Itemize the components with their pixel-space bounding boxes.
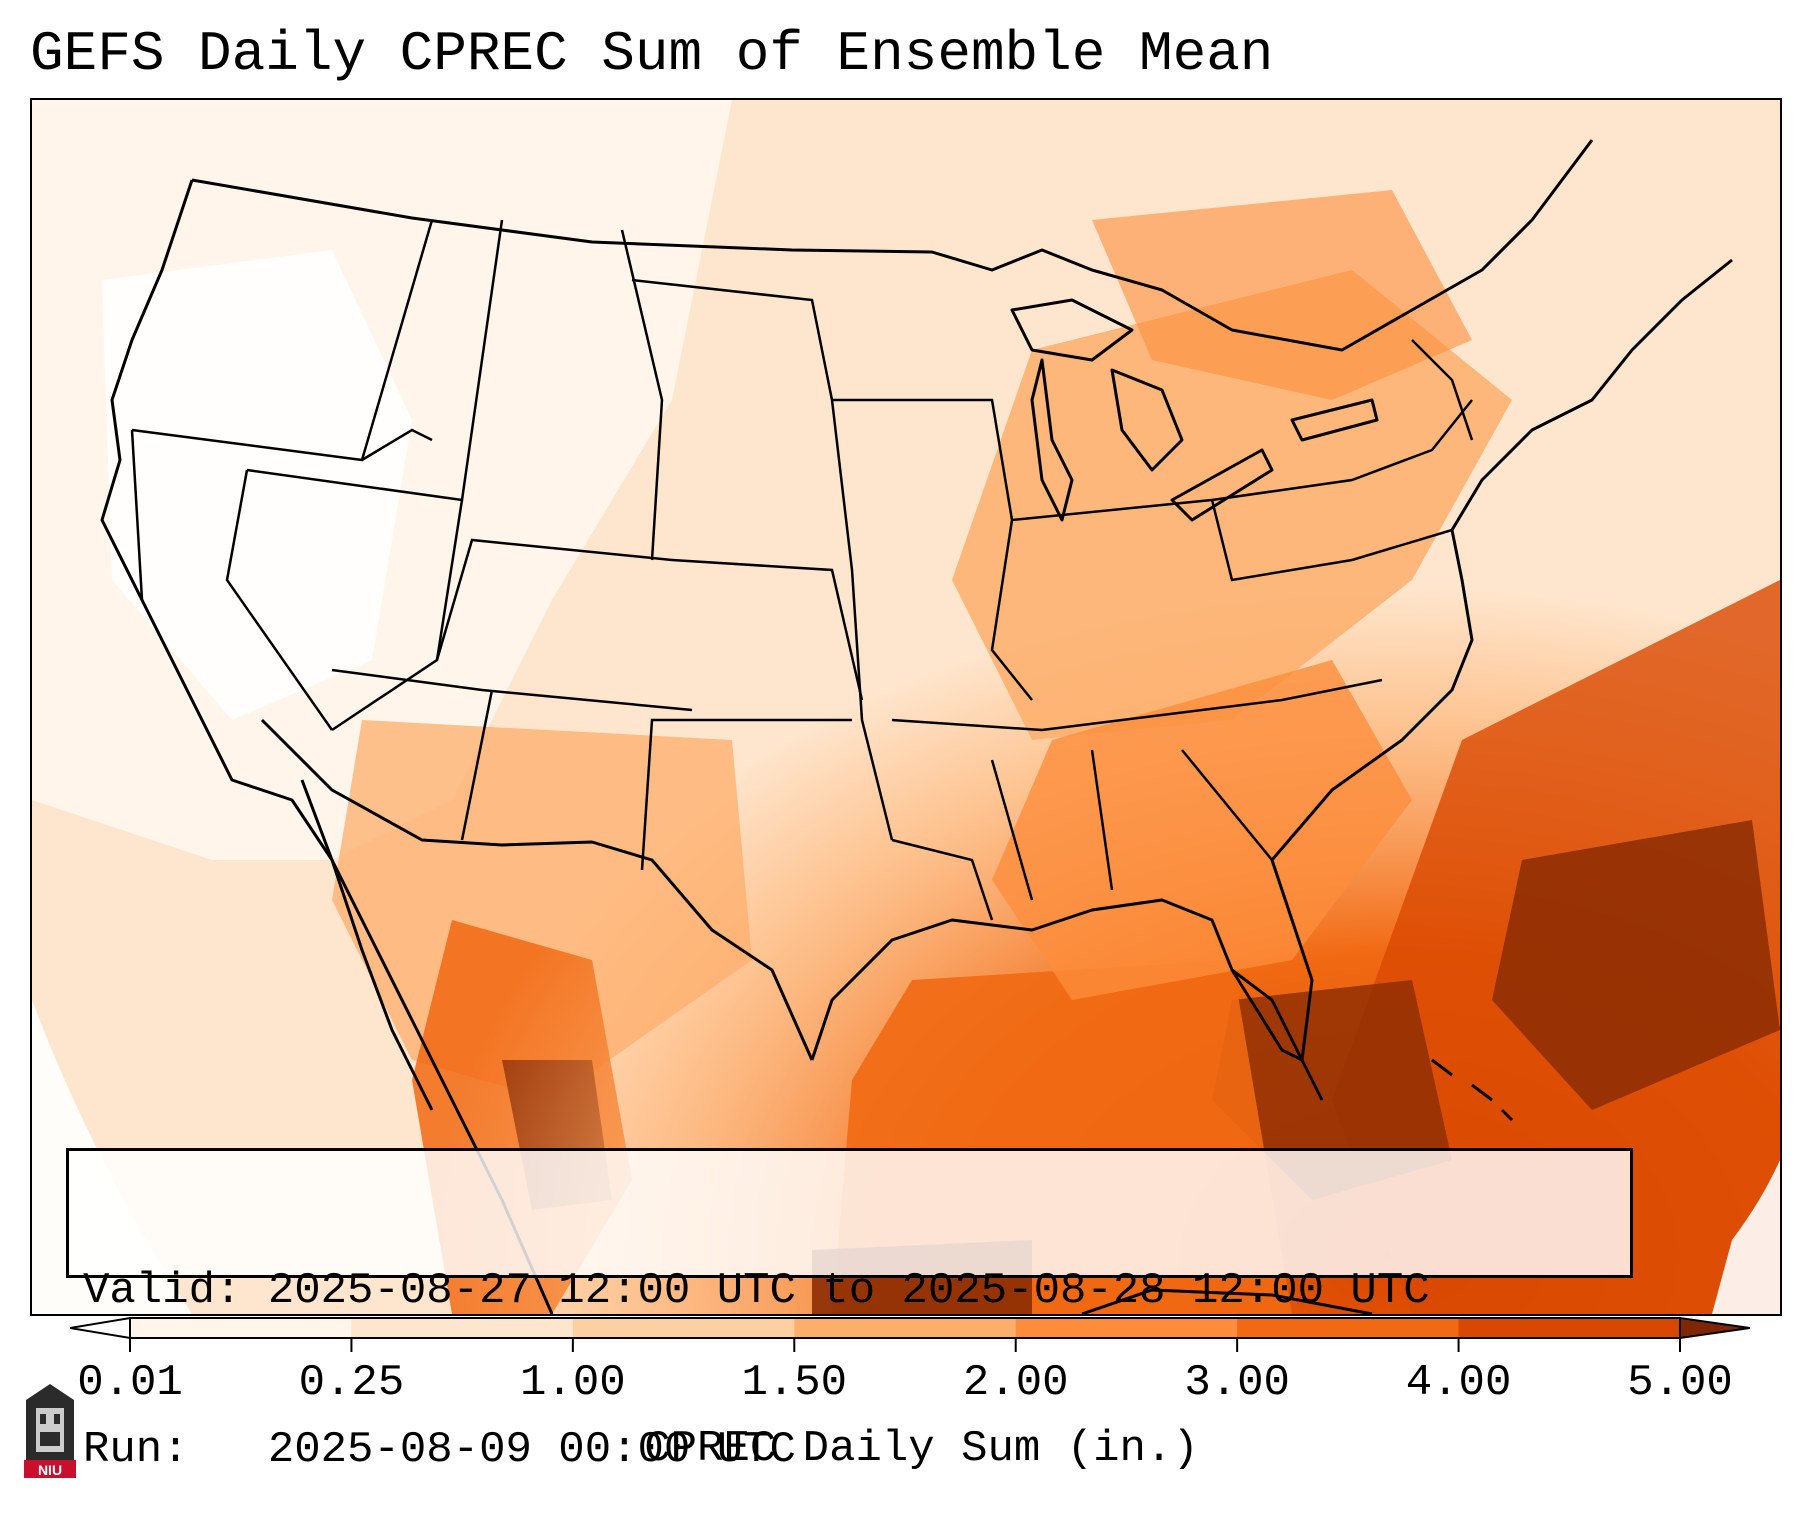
colorbar-frame bbox=[129, 1317, 1681, 1339]
cuba-coastline bbox=[1081, 1288, 1373, 1314]
run-value: 2025-08-09 00:00 UTC bbox=[267, 1425, 796, 1475]
atlantic-peak bbox=[1492, 820, 1780, 1110]
domain-edge-se bbox=[1712, 1160, 1780, 1314]
valid-value: 2025-08-27 12:00 UTC to 2025-08-28 12:00… bbox=[267, 1266, 1430, 1316]
southeast-zone bbox=[992, 660, 1412, 1000]
colorbar-segment bbox=[794, 1318, 1017, 1338]
colorbar bbox=[70, 1316, 1750, 1352]
border-ca-nv bbox=[130, 429, 334, 731]
lake-erie bbox=[1170, 448, 1274, 522]
colorbar-tick-label: 0.01 bbox=[77, 1358, 183, 1408]
logo-window bbox=[40, 1414, 46, 1424]
boundary-lines bbox=[100, 139, 1733, 1314]
niu-tower-logo-icon: NIU bbox=[24, 1384, 76, 1478]
border-new-england bbox=[1411, 339, 1474, 441]
colorbar-tick-label: 2.00 bbox=[962, 1358, 1069, 1408]
logo-text: NIU bbox=[38, 1462, 62, 1478]
colorbar-segment bbox=[1458, 1318, 1681, 1338]
valid-run-infobox: Valid: 2025-08-27 12:00 UTC to 2025-08-2… bbox=[66, 1148, 1633, 1475]
colorbar-label: CPREC Daily Sum (in.) bbox=[644, 1424, 1199, 1474]
colorbar-segment bbox=[351, 1318, 574, 1338]
logo-banner bbox=[24, 1460, 76, 1478]
colorbar-segment bbox=[1237, 1318, 1460, 1338]
border-ohio-valley bbox=[1011, 498, 1353, 582]
border-central bbox=[631, 278, 894, 841]
border-nm-tx bbox=[460, 689, 852, 871]
colorbar-over-arrow bbox=[1679, 1316, 1750, 1340]
border-tn-nc bbox=[891, 678, 1383, 732]
lake-huron bbox=[1110, 368, 1184, 472]
border-az-nm bbox=[331, 668, 693, 712]
east-gulf-coastline bbox=[810, 258, 1733, 1062]
colorbar-tick-label: 3.00 bbox=[1184, 1358, 1290, 1408]
lake-superior bbox=[1010, 298, 1134, 362]
colorbar-segment bbox=[130, 1318, 352, 1338]
valid-label: Valid: bbox=[83, 1266, 242, 1316]
mexico-border bbox=[260, 718, 814, 1061]
state-borders bbox=[130, 219, 1474, 921]
west-coastline bbox=[100, 179, 554, 1314]
border-id bbox=[361, 428, 433, 462]
precip-field bbox=[32, 100, 1780, 1314]
bahamas-coastline bbox=[1431, 1058, 1514, 1122]
lake-ontario bbox=[1290, 398, 1379, 442]
colorbar-tick-label: 5.00 bbox=[1627, 1358, 1733, 1408]
florida-coastline bbox=[1231, 968, 1324, 1101]
precip-map bbox=[30, 98, 1782, 1316]
border-plains bbox=[620, 229, 864, 701]
colorbar-under-arrow bbox=[70, 1316, 131, 1340]
border-deep-south bbox=[891, 749, 1273, 921]
colorbar-tick-label: 1.00 bbox=[520, 1358, 626, 1408]
logo-door bbox=[40, 1432, 60, 1446]
lake-michigan bbox=[1030, 358, 1074, 522]
border-northeast bbox=[1211, 399, 1473, 562]
border-co bbox=[435, 538, 673, 661]
colorbar-segment bbox=[572, 1318, 795, 1338]
colorbar-segments bbox=[70, 1316, 1750, 1340]
logo-window bbox=[54, 1414, 60, 1424]
colorbar-tick-label: 0.25 bbox=[298, 1358, 405, 1408]
map-title: GEFS Daily CPREC Sum of Ensemble Mean bbox=[30, 22, 1274, 86]
colorbar-tick-label: 1.50 bbox=[741, 1358, 848, 1408]
baja-coastline bbox=[300, 779, 434, 1111]
colorbar-segment bbox=[1015, 1318, 1238, 1338]
canada-border bbox=[191, 139, 1594, 352]
run-label: Run: bbox=[83, 1425, 189, 1475]
colorbar-tick-label: 4.00 bbox=[1405, 1358, 1512, 1408]
colorbar-ticks bbox=[129, 1338, 1681, 1352]
